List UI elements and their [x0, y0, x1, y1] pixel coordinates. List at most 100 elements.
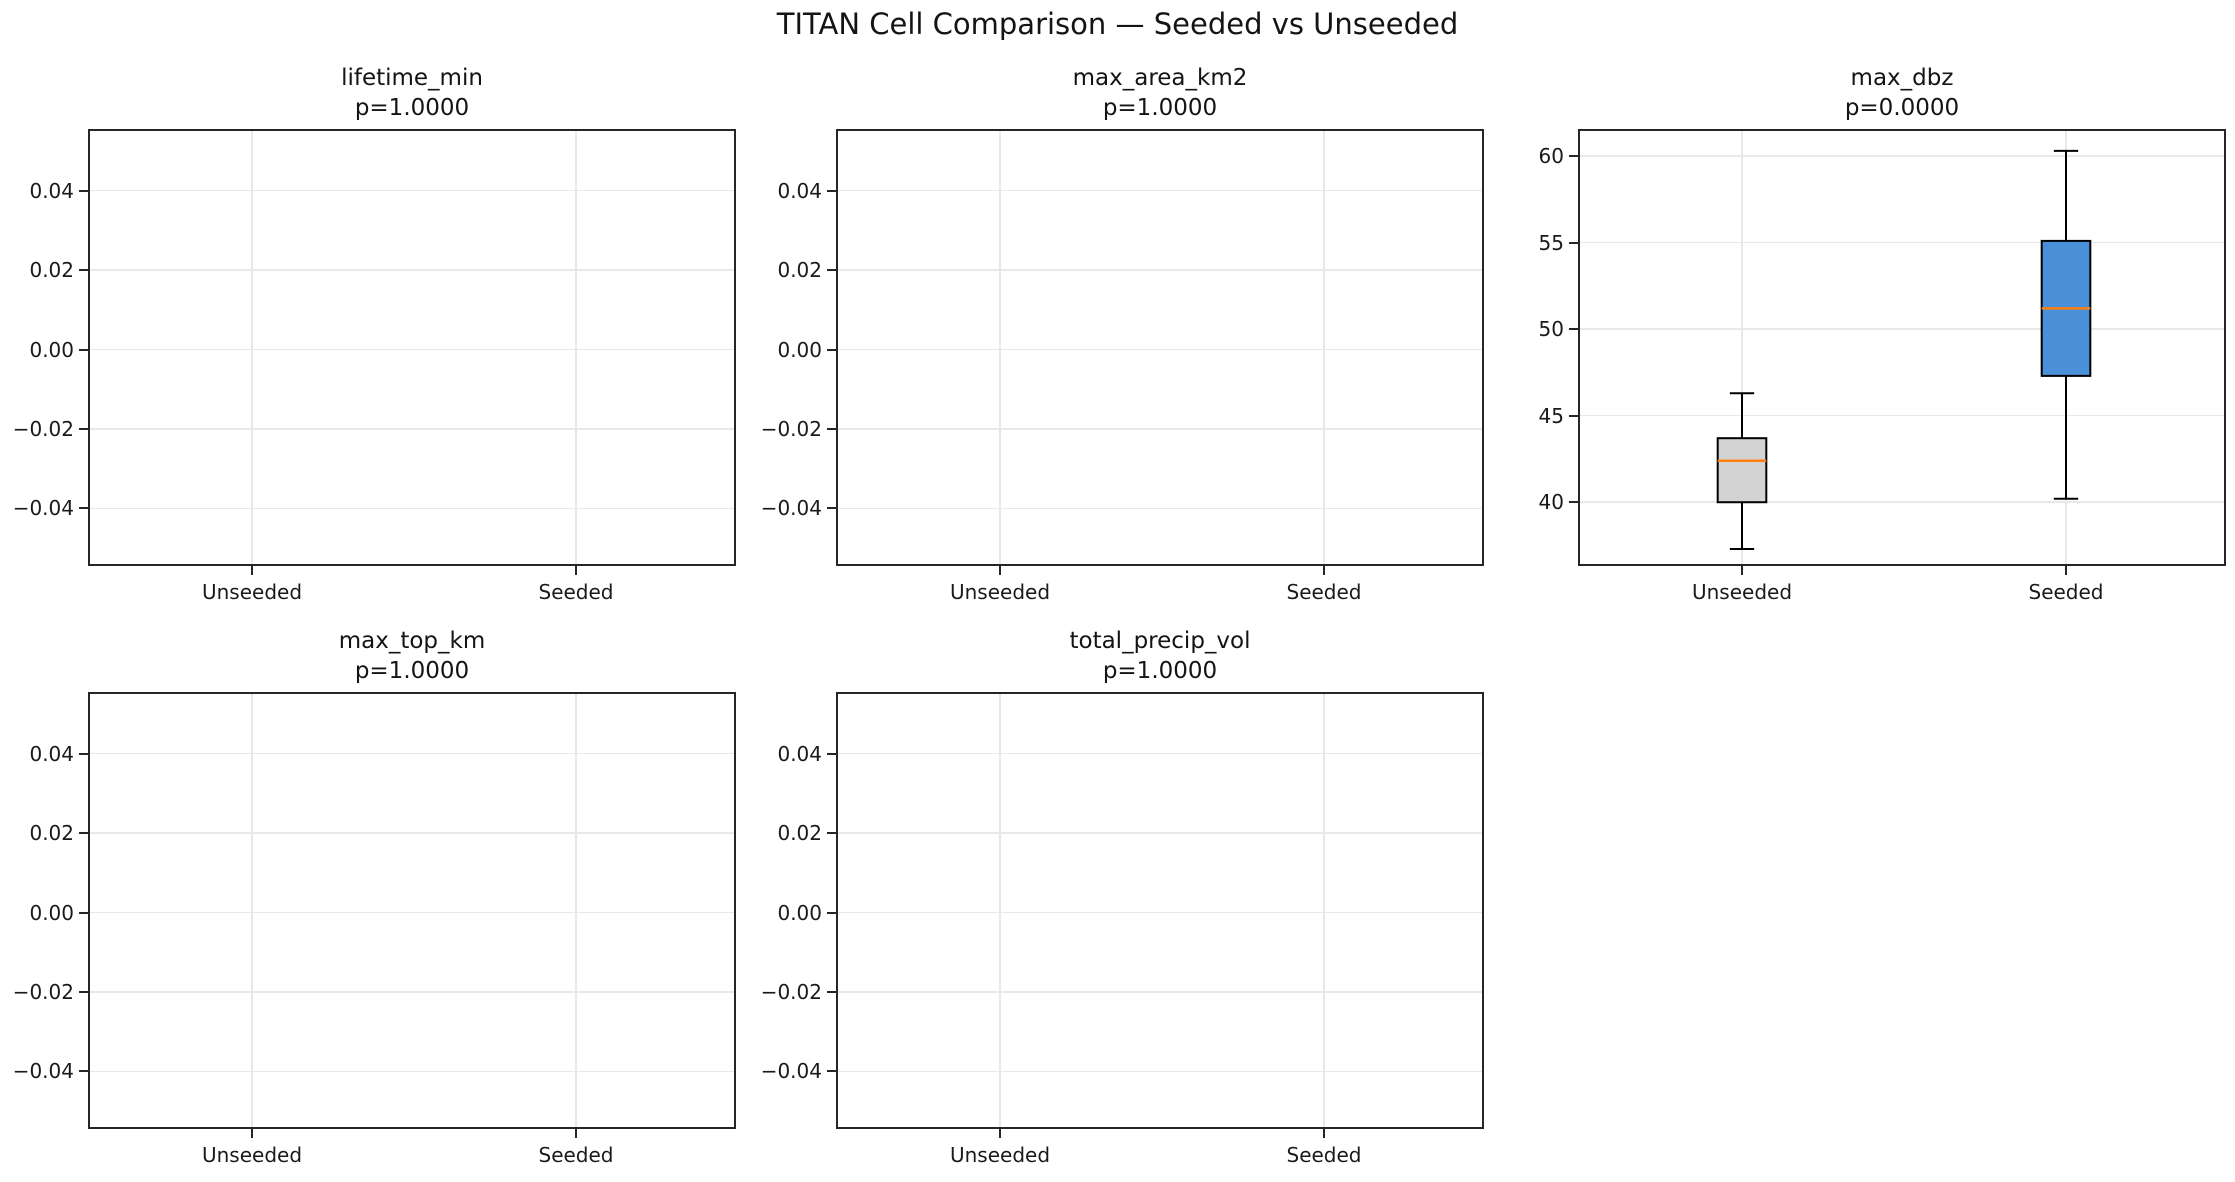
x-tick-label: Seeded [1286, 1143, 1362, 1167]
y-gridline [838, 428, 1482, 430]
y-tick-label: −0.04 [760, 496, 822, 521]
y-tick-label: 0.00 [777, 337, 822, 362]
y-tick-mark [827, 348, 836, 351]
y-tick-mark [79, 348, 88, 351]
y-tick-label: 0.00 [29, 337, 74, 362]
x-gridline [1741, 131, 1743, 564]
y-tick-label: 55 [1538, 230, 1564, 255]
y-tick-label: −0.04 [12, 496, 74, 521]
x-tick-label: Seeded [2028, 580, 2104, 604]
subplot-max_area_km2: max_area_km2 p=1.0000 0.04 0.02 0.00 −0.02 −0.… [761, 65, 1484, 604]
y-tick-mark [827, 507, 836, 510]
y-tick-mark [1569, 241, 1578, 244]
x-gridline [575, 131, 577, 564]
y-tick-mark [79, 269, 88, 272]
x-tick-label: Unseeded [201, 1143, 303, 1167]
y-gridline [838, 1070, 1482, 1073]
subplot-max_dbz: max_dbz p=0.0000 60 55 50 45 40 Unseeded Seeded [1539, 65, 2226, 604]
x-gridline [1323, 131, 1325, 564]
y-tick-mark [827, 752, 836, 755]
x-tick-mark [1741, 566, 1743, 575]
subplot-title: lifetime_min p=1.0000 [10, 63, 814, 123]
y-tick-mark [827, 990, 836, 993]
x-tick-label: Unseeded [201, 580, 303, 604]
y-gridline [90, 1070, 734, 1073]
subplot-title-pvalue: p=0.0000 [1844, 95, 1960, 121]
y-tick-label: 0.02 [29, 821, 74, 846]
subplot-title: max_top_km p=1.0000 [10, 626, 814, 686]
x-tick-mark [2065, 566, 2067, 575]
x-tick-label: Unseeded [949, 580, 1051, 604]
y-tick-label: −0.02 [760, 416, 822, 441]
y-gridline [838, 911, 1482, 914]
y-tick-label: 40 [1538, 490, 1564, 515]
y-gridline [90, 832, 734, 834]
x-tick-mark [999, 566, 1001, 575]
subplot-title-pvalue: p=1.0000 [1102, 95, 1218, 121]
y-gridline [838, 832, 1482, 834]
y-tick-label: 0.04 [29, 741, 74, 766]
subplot-title-pvalue: p=1.0000 [1102, 658, 1218, 684]
y-tick-label: −0.04 [760, 1059, 822, 1084]
x-tick-label: Seeded [538, 1143, 614, 1167]
y-tick-mark [1569, 414, 1578, 417]
y-tick-label: −0.02 [760, 979, 822, 1004]
y-tick-mark [79, 832, 88, 835]
y-gridline [90, 348, 734, 351]
x-tick-mark [1323, 566, 1325, 575]
y-gridline [838, 507, 1482, 510]
x-tick-mark [251, 1129, 253, 1138]
x-tick-mark [575, 566, 577, 575]
y-gridline [1580, 155, 2224, 157]
x-tick-mark [251, 566, 253, 575]
y-gridline [90, 269, 734, 271]
subplot-title-metric: max_dbz [1850, 65, 1954, 91]
y-gridline [90, 428, 734, 430]
y-tick-label: 0.04 [777, 178, 822, 203]
y-gridline [90, 752, 734, 755]
subplot-max_top_km: max_top_km p=1.0000 0.04 0.02 0.00 −0.02 −0.04… [13, 628, 736, 1167]
x-gridline [575, 694, 577, 1127]
subplot-title-metric: max_area_km2 [1072, 65, 1248, 91]
y-tick-mark [79, 1070, 88, 1073]
y-gridline [838, 269, 1482, 271]
y-tick-mark [1569, 155, 1578, 158]
y-tick-mark [827, 269, 836, 272]
y-tick-label: 0.00 [777, 900, 822, 925]
y-gridline [90, 911, 734, 914]
y-gridline [1580, 501, 2224, 503]
subplot-title-metric: max_top_km [338, 628, 486, 654]
x-gridline [2065, 131, 2067, 564]
y-tick-mark [79, 752, 88, 755]
y-tick-mark [827, 427, 836, 430]
figure-title: TITAN Cell Comparison — Seeded vs Unseed… [776, 7, 1459, 41]
y-gridline [1580, 414, 2224, 417]
y-tick-label: 0.02 [777, 821, 822, 846]
subplot-title-metric: total_precip_vol [1069, 628, 1251, 654]
y-tick-label: 0.02 [777, 258, 822, 283]
subplot-total_precip_vol: total_precip_vol p=1.0000 0.04 0.02 0.00 −0.0… [761, 628, 1484, 1167]
y-tick-label: 0.02 [29, 258, 74, 283]
x-tick-label: Seeded [1286, 580, 1362, 604]
x-gridline [251, 694, 253, 1127]
y-tick-mark [827, 832, 836, 835]
y-gridline [838, 991, 1482, 993]
x-gridline [999, 131, 1001, 564]
subplot-title: max_area_km2 p=1.0000 [758, 63, 1562, 123]
y-tick-label: 0.04 [29, 178, 74, 203]
x-tick-label: Seeded [538, 580, 614, 604]
y-tick-label: 0.04 [777, 741, 822, 766]
y-gridline [1580, 241, 2224, 244]
subplot-lifetime_min: lifetime_min p=1.0000 0.04 0.02 0.00 −0.02 −0.… [13, 65, 736, 604]
subplot-title-metric: lifetime_min [341, 65, 483, 91]
y-tick-label: 50 [1538, 317, 1564, 342]
y-tick-label: 60 [1538, 144, 1564, 169]
y-gridline [1580, 328, 2224, 330]
y-tick-mark [827, 189, 836, 192]
y-gridline [838, 752, 1482, 755]
y-gridline [838, 348, 1482, 351]
y-tick-mark [79, 507, 88, 510]
subplot-title: total_precip_vol p=1.0000 [758, 626, 1562, 686]
x-gridline [999, 694, 1001, 1127]
